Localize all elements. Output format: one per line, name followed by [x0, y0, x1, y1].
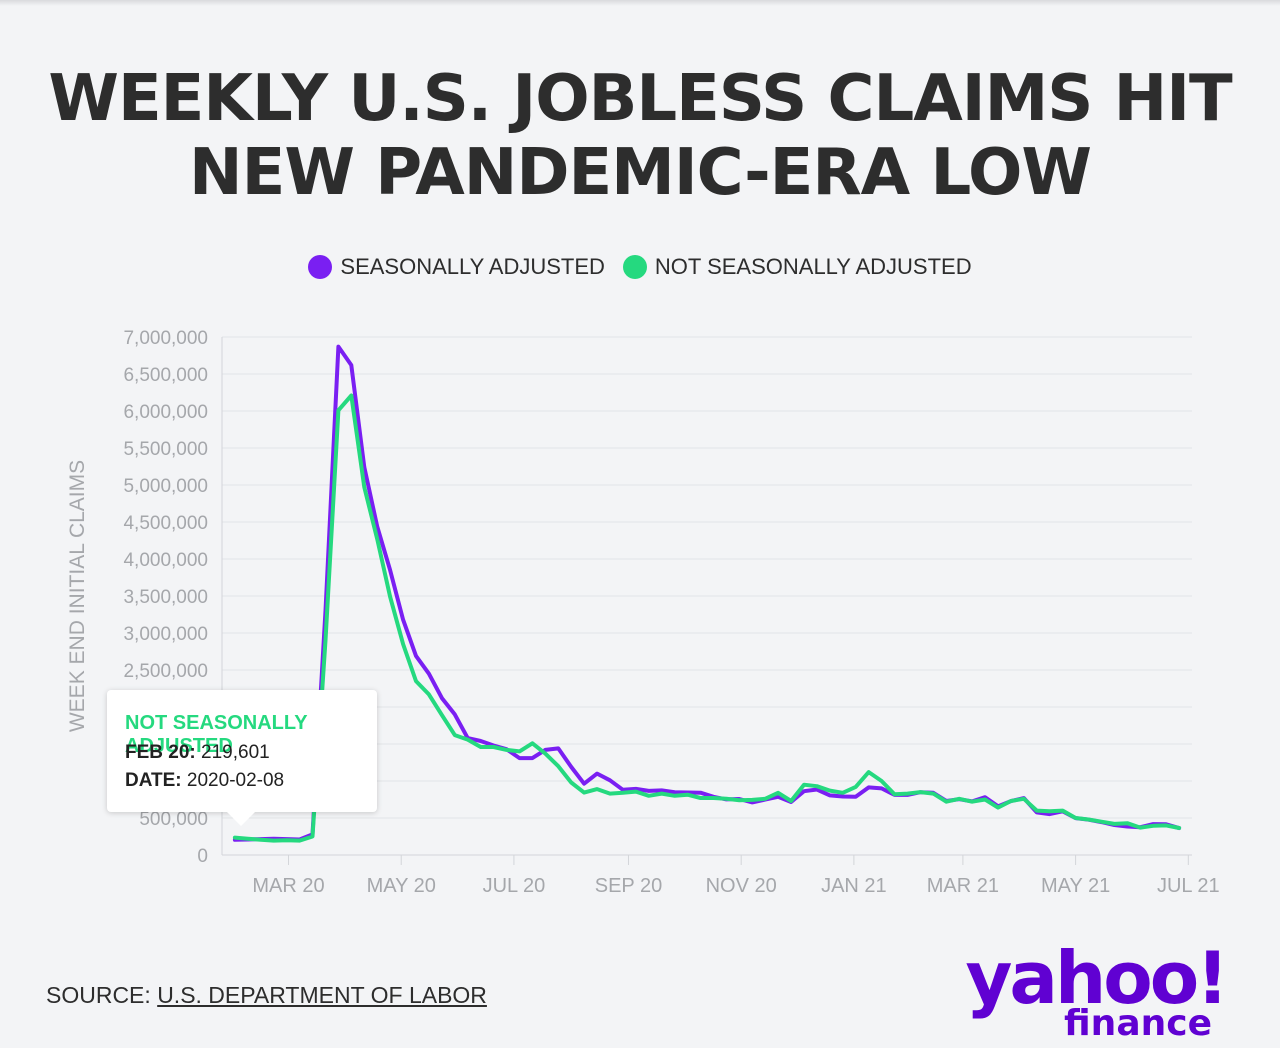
y-tick-label: 7,000,000	[123, 328, 208, 349]
top-edge	[0, 0, 1280, 6]
logo-wordmark: yahoo!	[965, 936, 1229, 1020]
x-tick-label: MAY 20	[367, 875, 436, 897]
tooltip-row-value: FEB 20: 219,601	[125, 742, 270, 764]
y-tick-label: 500,000	[139, 809, 208, 830]
tooltip-date-key: DATE:	[125, 770, 182, 791]
y-axis-label: WEEK END INITIAL CLAIMS	[66, 460, 89, 732]
chart-title-line-2: NEW PANDEMIC-ERA LOW	[189, 136, 1092, 210]
legend-label-seasonally-adjusted: SEASONALLY ADJUSTED	[340, 254, 605, 279]
tooltip-value-key: FEB 20:	[125, 742, 196, 763]
x-tick-label: NOV 20	[706, 875, 777, 897]
y-tick-label: 3,000,000	[123, 624, 208, 645]
x-tick-label: JUL 21	[1157, 875, 1220, 897]
source-link[interactable]: U.S. DEPARTMENT OF LABOR	[157, 982, 487, 1008]
source-note: SOURCE: U.S. DEPARTMENT OF LABOR	[46, 982, 487, 1009]
y-tick-label: 6,500,000	[123, 365, 208, 386]
series-line-not-seasonally-adjusted	[232, 393, 1182, 843]
legend-swatch-seasonally-adjusted	[308, 255, 333, 279]
source-prefix: SOURCE:	[46, 982, 158, 1008]
y-tick-label: 5,500,000	[123, 439, 208, 460]
data-tooltip: NOT SEASONALLY ADJUSTED FEB 20: 219,601 …	[107, 690, 377, 826]
y-tick-label: 6,000,000	[123, 402, 208, 423]
legend-swatch-not-seasonally-adjusted	[622, 255, 647, 279]
legend-item-seasonally-adjusted[interactable]: SEASONALLY ADJUSTED	[308, 254, 605, 280]
tooltip-series-name: NOT SEASONALLY ADJUSTED	[125, 712, 308, 757]
y-tick-label: 5,000,000	[123, 476, 208, 497]
y-tick-label: 4,000,000	[123, 550, 208, 571]
chart-title-line-1: WEEKLY U.S. JOBLESS CLAIMS HIT	[48, 62, 1232, 136]
chart-legend: SEASONALLY ADJUSTED NOT SEASONALLY ADJUS…	[0, 254, 1280, 280]
logo-subtitle: finance	[1064, 1003, 1212, 1044]
y-tick-label: 0	[197, 846, 208, 867]
chart-title: WEEKLY U.S. JOBLESS CLAIMS HIT NEW PANDE…	[0, 62, 1280, 210]
x-tick-label: JUL 20	[483, 875, 546, 897]
tooltip-date: 2020-02-08	[186, 770, 285, 791]
x-tick-label: JAN 21	[821, 875, 887, 897]
x-tick-label: MAR 20	[252, 875, 324, 897]
x-tick-label: MAR 21	[927, 875, 999, 897]
legend-label-not-seasonally-adjusted: NOT SEASONALLY ADJUSTED	[654, 254, 972, 279]
x-tick-label: SEP 20	[595, 875, 662, 897]
y-tick-label: 2,500,000	[123, 661, 208, 682]
x-tick-label: MAY 21	[1041, 875, 1110, 897]
tooltip-value: 219,601	[201, 742, 270, 763]
legend-item-not-seasonally-adjusted[interactable]: NOT SEASONALLY ADJUSTED	[622, 254, 972, 280]
tooltip-row-date: DATE: 2020-02-08	[125, 770, 284, 792]
y-tick-label: 4,500,000	[123, 513, 208, 534]
y-tick-label: 3,500,000	[123, 587, 208, 608]
yahoo-finance-logo: yahoo! finance	[965, 936, 1238, 1048]
